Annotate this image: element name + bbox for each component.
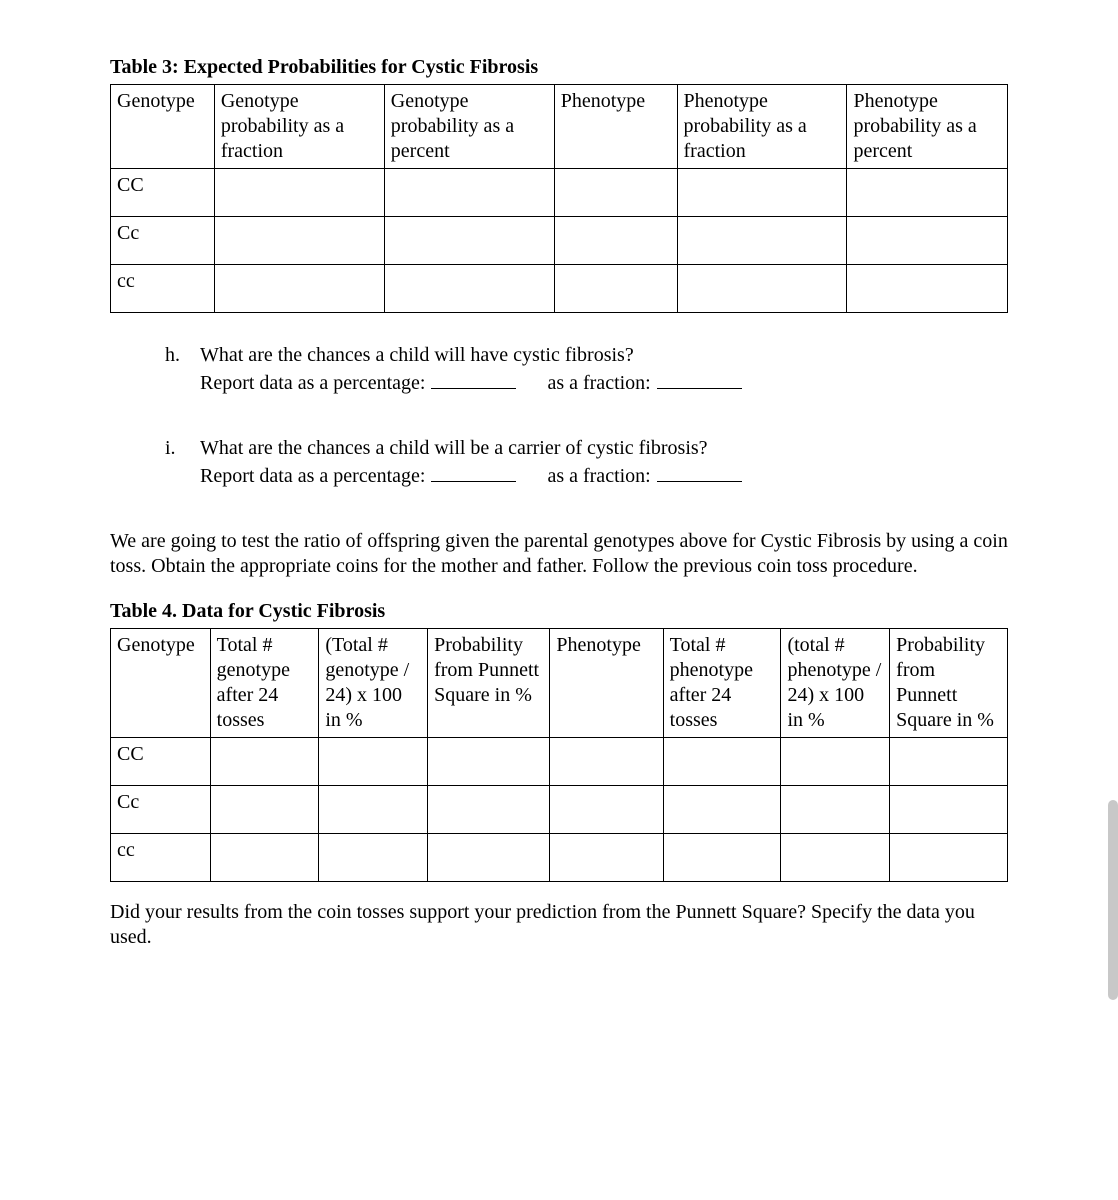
table-row: CC — [111, 738, 1008, 786]
empty-cell — [550, 786, 663, 834]
table3-header-cell: Phenotype probability as a fraction — [677, 85, 847, 169]
empty-cell — [384, 169, 554, 217]
table-row: cc — [111, 834, 1008, 882]
table3-header-cell: Phenotype — [554, 85, 677, 169]
empty-cell — [781, 834, 890, 882]
empty-cell — [384, 265, 554, 313]
question-marker: h. — [165, 343, 200, 396]
blank-fraction — [657, 368, 742, 389]
table4-header-cell: Probability from Punnett Square in % — [890, 629, 1008, 738]
table-row: Cc — [111, 217, 1008, 265]
empty-cell — [677, 265, 847, 313]
empty-cell — [428, 738, 550, 786]
question-answer-line: Report data as a percentage: as a fracti… — [200, 461, 1008, 489]
table4-header-cell: Total # phenotype after 24 tosses — [663, 629, 781, 738]
empty-cell — [319, 786, 428, 834]
empty-cell — [428, 786, 550, 834]
table4-header-cell: (Total # genotype / 24) x 100 in % — [319, 629, 428, 738]
table3-header-row: Genotype Genotype probability as a fract… — [111, 85, 1008, 169]
question-text: What are the chances a child will have c… — [200, 343, 1008, 368]
empty-cell — [214, 169, 384, 217]
table4-header-cell: (total # phenotype / 24) x 100 in % — [781, 629, 890, 738]
genotype-cell: cc — [111, 834, 211, 882]
table3-header-cell: Genotype probability as a percent — [384, 85, 554, 169]
empty-cell — [677, 217, 847, 265]
scrollbar-thumb[interactable] — [1108, 800, 1118, 1000]
question-marker: i. — [165, 436, 200, 489]
closing-question: Did your results from the coin tosses su… — [110, 900, 1008, 950]
blank-percentage — [431, 461, 516, 482]
question-i: i. What are the chances a child will be … — [165, 436, 1008, 489]
genotype-cell: CC — [111, 169, 215, 217]
table4-header-row: Genotype Total # genotype after 24 tosse… — [111, 629, 1008, 738]
genotype-cell: cc — [111, 265, 215, 313]
empty-cell — [847, 265, 1008, 313]
empty-cell — [550, 834, 663, 882]
empty-cell — [663, 834, 781, 882]
empty-cell — [210, 834, 319, 882]
table3-title: Table 3: Expected Probabilities for Cyst… — [110, 55, 1008, 80]
empty-cell — [428, 834, 550, 882]
genotype-cell: CC — [111, 738, 211, 786]
empty-cell — [890, 834, 1008, 882]
table3: Genotype Genotype probability as a fract… — [110, 84, 1008, 313]
empty-cell — [554, 265, 677, 313]
question-h: h. What are the chances a child will hav… — [165, 343, 1008, 396]
table4-header-cell: Probability from Punnett Square in % — [428, 629, 550, 738]
empty-cell — [319, 738, 428, 786]
empty-cell — [554, 169, 677, 217]
table3-header-cell: Phenotype probability as a percent — [847, 85, 1008, 169]
table3-header-cell: Genotype — [111, 85, 215, 169]
empty-cell — [663, 738, 781, 786]
empty-cell — [210, 738, 319, 786]
table4-header-cell: Phenotype — [550, 629, 663, 738]
table3-header-cell: Genotype probability as a fraction — [214, 85, 384, 169]
empty-cell — [781, 786, 890, 834]
empty-cell — [677, 169, 847, 217]
table4-header-cell: Genotype — [111, 629, 211, 738]
table-row: cc — [111, 265, 1008, 313]
empty-cell — [319, 834, 428, 882]
empty-cell — [210, 786, 319, 834]
table4: Genotype Total # genotype after 24 tosse… — [110, 628, 1008, 882]
empty-cell — [554, 217, 677, 265]
question-text: What are the chances a child will be a c… — [200, 436, 1008, 461]
instruction-paragraph: We are going to test the ratio of offspr… — [110, 529, 1008, 579]
empty-cell — [890, 738, 1008, 786]
empty-cell — [847, 217, 1008, 265]
table-row: CC — [111, 169, 1008, 217]
blank-fraction — [657, 461, 742, 482]
empty-cell — [214, 265, 384, 313]
empty-cell — [781, 738, 890, 786]
table4-title: Table 4. Data for Cystic Fibrosis — [110, 599, 1008, 624]
genotype-cell: Cc — [111, 217, 215, 265]
empty-cell — [384, 217, 554, 265]
empty-cell — [214, 217, 384, 265]
empty-cell — [663, 786, 781, 834]
empty-cell — [550, 738, 663, 786]
table-row: Cc — [111, 786, 1008, 834]
genotype-cell: Cc — [111, 786, 211, 834]
blank-percentage — [431, 368, 516, 389]
table4-header-cell: Total # genotype after 24 tosses — [210, 629, 319, 738]
empty-cell — [847, 169, 1008, 217]
empty-cell — [890, 786, 1008, 834]
question-answer-line: Report data as a percentage: as a fracti… — [200, 368, 1008, 396]
